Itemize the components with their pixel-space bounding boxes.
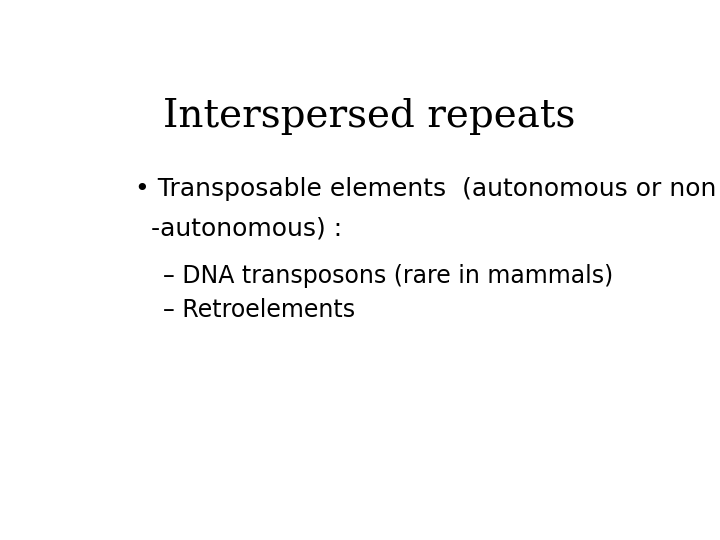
Text: -autonomous) :: -autonomous) : [135, 217, 342, 240]
Text: – DNA transposons (rare in mammals): – DNA transposons (rare in mammals) [163, 265, 613, 288]
Text: – Retroelements: – Retroelements [163, 298, 355, 322]
Text: Interspersed repeats: Interspersed repeats [163, 98, 575, 135]
Text: • Transposable elements  (autonomous or non: • Transposable elements (autonomous or n… [135, 177, 716, 201]
